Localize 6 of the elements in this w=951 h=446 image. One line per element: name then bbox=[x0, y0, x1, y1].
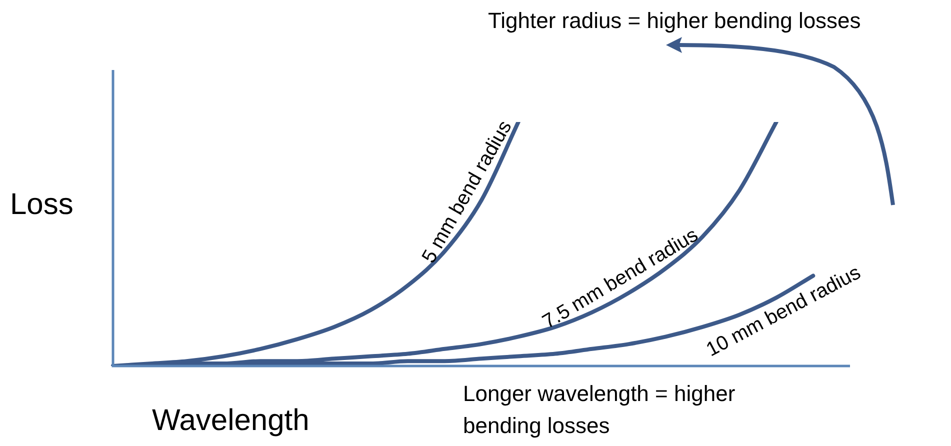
text: 10 mm bend radius bbox=[702, 262, 864, 362]
text: Tighter radius = higher bending losses bbox=[488, 8, 861, 34]
x-axis-title: Wavelength bbox=[152, 404, 310, 438]
text: Longer wavelength = higher bending losses bbox=[463, 380, 736, 440]
text: 5 mm bend radius bbox=[418, 116, 516, 267]
y-axis-title: Loss bbox=[10, 188, 74, 222]
